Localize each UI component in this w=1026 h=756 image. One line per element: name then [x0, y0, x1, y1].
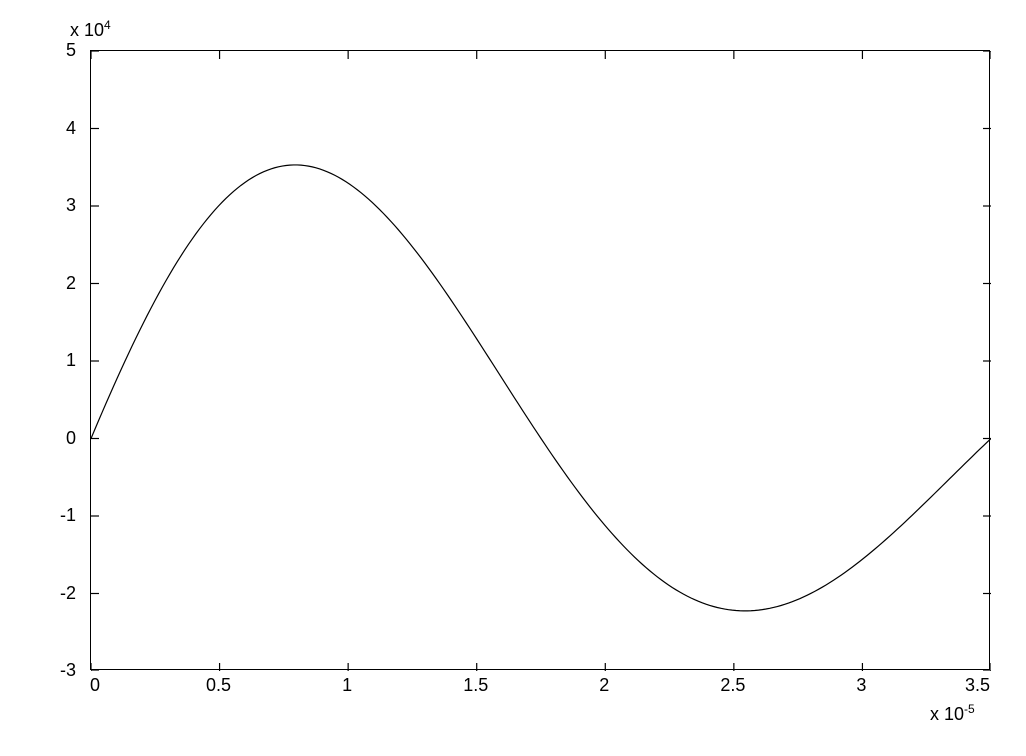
x-tick-label: 0.5: [206, 676, 231, 694]
y-tick-label: 0: [66, 429, 76, 447]
x-tick-label: 1: [342, 676, 352, 694]
plot-svg: [91, 51, 991, 671]
x-axis-exp-power: -5: [964, 702, 975, 716]
curve-line: [91, 165, 991, 611]
y-tick-label: 4: [66, 119, 76, 137]
x-tick-label: 2: [599, 676, 609, 694]
plot-area: [90, 50, 990, 670]
y-tick-label: -3: [60, 661, 76, 679]
x-tick-label: 1.5: [463, 676, 488, 694]
y-axis-exp-prefix: x 10: [70, 20, 104, 40]
y-axis-exponent: x 104: [70, 18, 111, 41]
y-tick-label: 5: [66, 41, 76, 59]
y-tick-label: -1: [60, 506, 76, 524]
x-axis-exponent: x 10-5: [930, 702, 975, 725]
x-tick-label: 2.5: [720, 676, 745, 694]
x-tick-label: 3.5: [965, 676, 990, 694]
y-tick-label: 1: [66, 351, 76, 369]
y-tick-label: -2: [60, 584, 76, 602]
x-axis-exp-prefix: x 10: [930, 704, 964, 724]
chart-wrapper: x 104 x 10-5 00.511.522.533.5-3-2-101234…: [0, 0, 1026, 756]
y-tick-label: 2: [66, 274, 76, 292]
y-tick-label: 3: [66, 196, 76, 214]
x-tick-label: 3: [856, 676, 866, 694]
y-axis-exp-power: 4: [104, 18, 111, 32]
x-tick-label: 0: [90, 676, 100, 694]
